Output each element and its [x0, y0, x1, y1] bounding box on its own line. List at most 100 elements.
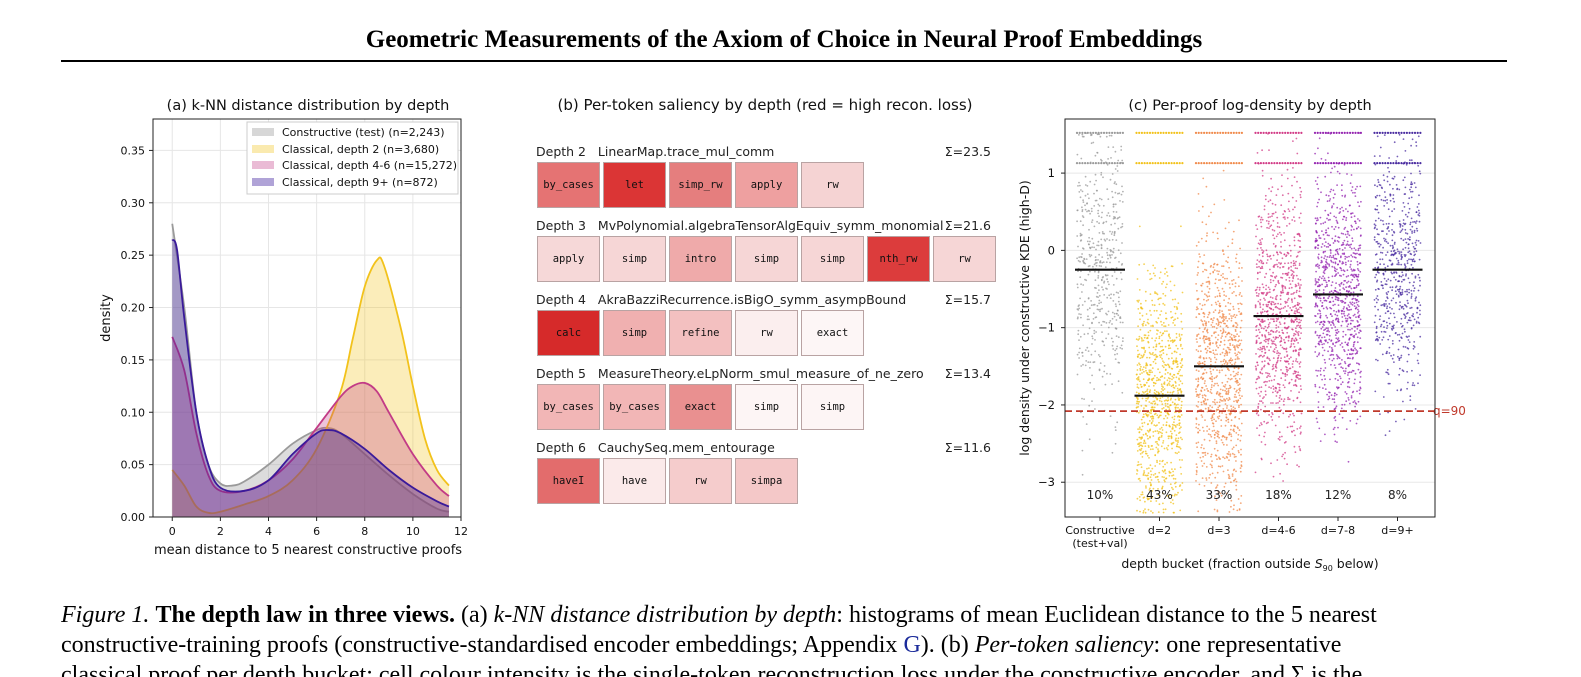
saliency-token-cell: calc [537, 310, 600, 356]
appendix-link[interactable]: G [903, 632, 921, 658]
panel-a-area-depth2 [172, 257, 449, 517]
panel-c-fraction-label: 10% [1087, 488, 1114, 502]
saliency-row-header: Depth 3 MvPolynomial.algebraTensorAlgEqu… [536, 218, 991, 234]
saliency-row-header: Depth 6 CauchySeq.mem_entourage Σ=11.6 [536, 440, 991, 456]
saliency-token-row: by_cases let simp_rw apply rw [537, 162, 864, 208]
panel-a-title: (a) k-NN distance distribution by depth [167, 98, 450, 114]
panel-c-title: (c) Per-proof log-density by depth [1128, 98, 1371, 114]
legend-label-depth9: Classical, depth 9+ (n=872) [282, 176, 438, 189]
saliency-row-sum: Σ=15.7 [944, 292, 991, 307]
saliency-token-row: haveI have rw simpa [537, 458, 798, 504]
saliency-token-row: by_cases by_cases exact simp simp [537, 384, 864, 430]
panel-c-chart: (c) Per-proof log-density by depth q=90 … [1017, 98, 1466, 573]
panel-c-fraction-label: 12% [1325, 488, 1352, 502]
panel-c-xtick-label: d=4-6 [1261, 524, 1295, 537]
saliency-token-cell: apply [735, 162, 798, 208]
caption-line2-mid: ). (b) [920, 632, 975, 658]
saliency-token-cell: haveI [537, 458, 600, 504]
saliency-token-cell: intro [669, 236, 732, 282]
page-title: Geometric Measurements of the Axiom of C… [365, 26, 1203, 53]
legend-label-depth2: Classical, depth 2 (n=3,680) [282, 143, 439, 156]
panel-b-title: (b) Per-token saliency by depth (red = h… [557, 96, 973, 114]
saliency-token-cell: rw [933, 236, 996, 282]
panel-c-ytick-label: −3 [1038, 475, 1055, 489]
panel-a-ytick-label: 0.20 [121, 302, 146, 315]
panel-a-line-depth4-6 [171, 336, 450, 497]
panel-c-xtick-label: d=3 [1207, 524, 1230, 537]
panel-a-xtick-label: 2 [217, 525, 224, 538]
panel-a-xtick-label: 6 [313, 525, 320, 538]
panel-c-xtick-label: d=2 [1148, 524, 1171, 537]
legend-label-depth4-6: Classical, depth 4-6 (n=15,272) [282, 159, 457, 172]
panel-a-area-depth4-6 [172, 336, 449, 517]
caption-fig-label: Figure 1. [61, 602, 150, 628]
panel-c-ytick-label: −2 [1038, 398, 1055, 412]
saliency-row-lemma: Depth 3 MvPolynomial.algebraTensorAlgEqu… [536, 218, 944, 233]
panel-c-xtick-label: d=7-8 [1321, 524, 1355, 537]
title-rule [61, 60, 1507, 62]
saliency-token-cell: by_cases [537, 162, 600, 208]
saliency-token-cell: let [603, 162, 666, 208]
saliency-token-cell: simp [735, 236, 798, 282]
panel-a-xtick-label: 8 [361, 525, 368, 538]
panel-a-line-depth9 [171, 238, 450, 508]
panel-a-ytick-label: 0.30 [121, 197, 146, 210]
panel-c-fraction-label: 8% [1388, 488, 1407, 502]
caption-line2-pre: constructive-training proofs (constructi… [61, 632, 904, 658]
saliency-row-sum: Σ=23.5 [944, 144, 991, 159]
panel-c-xlabel: depth bucket (fraction outside S90 below… [1121, 556, 1378, 573]
saliency-row-sum: Σ=11.6 [944, 440, 991, 455]
caption-a-marker: (a) [461, 602, 488, 628]
saliency-token-cell: simp [735, 384, 798, 430]
panel-c-xtick-label: d=9+ [1381, 524, 1413, 537]
panel-a-ylabel: density [99, 294, 114, 342]
panel-c-strip-3 [1254, 131, 1303, 482]
caption-line-2: constructive-training proofs (constructi… [61, 630, 1507, 660]
saliency-token-cell: by_cases [603, 384, 666, 430]
saliency-token-cell: rw [735, 310, 798, 356]
panel-c-threshold-label: q=90 [1433, 404, 1466, 418]
panel-b-saliency: (b) Per-token saliency by depth (red = h… [530, 92, 1000, 522]
panel-a-ytick-label: 0.10 [121, 406, 146, 419]
panel-a-xtick-label: 0 [169, 525, 176, 538]
saliency-row-lemma: Depth 2 LinearMap.trace_mul_comm [536, 144, 775, 159]
panel-c-strip-4 [1313, 131, 1362, 463]
legend-swatch-depth4-6 [252, 161, 274, 169]
panel-c-xtick-label: Constructive [1065, 524, 1135, 537]
figure-caption: Figure 1. The depth law in three views. … [61, 600, 1507, 677]
caption-a-text: : histograms of mean Euclidean distance … [836, 602, 1377, 628]
panel-a-line-depth2 [171, 256, 450, 515]
saliency-token-cell: simp [801, 236, 864, 282]
panel-a-ytick-label: 0.25 [121, 249, 146, 262]
panel-a-area-depth9 [172, 239, 449, 517]
saliency-token-cell: have [603, 458, 666, 504]
panel-a-xlabel: mean distance to 5 nearest constructive … [154, 543, 462, 558]
panel-c-ytick-label: −1 [1038, 321, 1055, 335]
saliency-token-cell: rw [801, 162, 864, 208]
saliency-row-header: Depth 5 MeasureTheory.eLpNorm_smul_measu… [536, 366, 991, 382]
panel-c-strip-5 [1373, 131, 1422, 437]
saliency-row-lemma: Depth 4 AkraBazziRecurrence.isBigO_symm_… [536, 292, 907, 307]
panel-c-ytick-label: 0 [1048, 243, 1055, 257]
saliency-row-sum: Σ=21.6 [944, 218, 991, 233]
legend-swatch-constructive [252, 128, 274, 136]
saliency-token-row: calc simp refine rw exact [537, 310, 864, 356]
panel-c-strip-1 [1135, 131, 1184, 514]
saliency-token-cell: simp_rw [669, 162, 732, 208]
saliency-row-header: Depth 4 AkraBazziRecurrence.isBigO_symm_… [536, 292, 991, 308]
saliency-token-row: apply simp intro simp simp nth_rw rw [537, 236, 996, 282]
caption-line-1: Figure 1. The depth law in three views. … [61, 600, 1507, 630]
saliency-token-cell: simpa [735, 458, 798, 504]
legend-swatch-depth2 [252, 145, 274, 153]
saliency-row-lemma: Depth 5 MeasureTheory.eLpNorm_smul_measu… [536, 366, 924, 381]
panel-a-xtick-label: 10 [406, 525, 420, 538]
panel-a-ytick-label: 0.05 [121, 459, 146, 472]
saliency-token-cell: nth_rw [867, 236, 930, 282]
panel-a-ytick-label: 0.15 [121, 354, 146, 367]
saliency-token-cell: rw [669, 458, 732, 504]
legend-label-constructive: Constructive (test) (n=2,243) [282, 126, 445, 139]
saliency-token-cell: exact [669, 384, 732, 430]
panel-a-xtick-label: 4 [265, 525, 272, 538]
panel-a-ytick-label: 0.35 [121, 144, 146, 157]
saliency-row-header: Depth 2 LinearMap.trace_mul_comm Σ=23.5 [536, 144, 991, 160]
